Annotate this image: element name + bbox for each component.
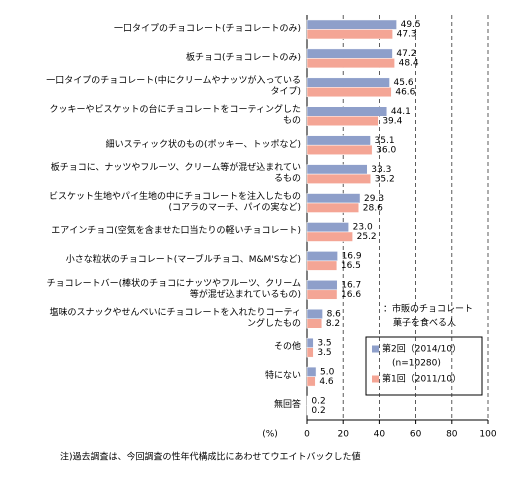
legend-swatch [372,345,379,353]
value-label: 45.6 [394,78,414,88]
bar [306,77,390,88]
value-label: 0.2 [311,396,325,406]
value-label: 3.5 [317,348,331,358]
x-tick-label: 100 [479,430,496,440]
bar [306,260,338,271]
bar [306,19,397,30]
category-label: 小さな粒状のチョコレート(マーブルチョコ、M&M'Sなど) [65,255,301,266]
value-label: 16.9 [342,252,362,262]
bar [306,106,388,117]
bar [306,280,338,291]
category-label: 塩味のスナックやせんべいにチョコレートを入れたりコーティングしたもの [49,307,301,329]
bar [306,289,338,300]
x-tick-label: 0 [304,430,310,440]
value-label: 35.2 [375,174,395,184]
value-label: 0.2 [311,406,325,416]
category-label: クッキーやビスケットの台にチョコレートをコーティングしたもの [49,105,301,127]
x-tick-label: 80 [446,430,458,440]
bar [306,309,323,319]
category-label: 一口タイプのチョコレート(中にクリームやナッツが入っているタイプ) [46,76,301,98]
value-label: 8.6 [327,310,342,320]
bar [306,202,360,213]
value-label: 36.0 [376,145,396,155]
value-label: 47.2 [396,49,416,59]
bar [306,251,338,262]
legend-label: 第1回（2011/10） [382,373,461,385]
bar [306,58,395,69]
category-label: ビスケット生地やパイ生地の中にチョコレートを注入したもの(コアラのマーチ、パイの… [48,192,301,214]
category-label: チョコレートバー(棒状のチョコにナッツやフルーツ、クリーム等が混ぜ込まれているも… [46,278,301,300]
legend-title: 菓子を食べる人 [393,317,456,329]
bar [306,347,314,358]
value-label: 48.4 [399,59,419,69]
value-label: 16.6 [341,290,361,300]
bar [306,173,371,184]
legend-title: ：市販のチョコレート [383,303,473,315]
category-label: 無回答 [273,400,301,411]
bar [306,164,368,175]
x-unit: (%) [262,430,278,440]
legend-box [365,336,483,396]
category-label: その他 [273,342,301,353]
bar [306,48,393,59]
value-label: 8.2 [326,319,340,329]
note: 注)過去調査は、今回調査の性年代構成比にあわせてウエイトバックした値 [60,451,361,463]
bar [306,29,393,40]
legend-label: 第2回（2014/10） [382,343,461,355]
bar [306,144,373,155]
legend-swatch [372,375,379,383]
value-label: 16.7 [341,281,361,291]
bar [306,87,392,98]
x-tick-label: 40 [374,430,386,440]
category-label: 板チョコに、ナッツやフルーツ、クリーム等が混ぜ込まれているもの [50,163,301,185]
value-label: 39.4 [382,117,402,127]
category-label: 板チョコ(チョコレートのみ) [185,52,301,63]
category-label: 細いスティック状のもの(ポッキー、トッポなど) [105,139,301,150]
value-label: 23.0 [353,223,373,233]
bar [306,376,316,387]
value-label: 5.0 [320,367,335,377]
value-label: 4.6 [319,377,334,387]
value-label: 16.5 [341,261,361,271]
value-label: 33.3 [371,165,391,175]
bar [306,222,349,233]
value-label: 35.1 [375,136,395,146]
value-label: 49.5 [401,20,421,30]
bar [306,135,371,146]
value-label: 29.3 [364,194,384,204]
bar [306,366,317,377]
value-label: 25.2 [357,232,377,242]
category-label: 特にない [264,371,301,382]
bar [306,318,323,329]
value-label: 47.3 [397,30,417,40]
category-label: エアインチョコ(空気を含ませた口当たりの軽いチョコレート) [51,226,301,237]
x-tick-label: 60 [410,430,422,440]
value-label: 3.5 [317,338,331,348]
category-label: 一口タイプのチョコレート(チョコレートのみ) [113,23,301,34]
x-tick-label: 20 [337,430,349,440]
value-label: 46.6 [395,88,415,98]
value-label: 44.1 [391,107,411,117]
bar [306,116,379,126]
legend-sample: (n=10280) [392,359,441,369]
bar [306,231,353,242]
bar [306,193,361,204]
value-label: 28.6 [363,203,383,213]
bar [306,337,314,348]
